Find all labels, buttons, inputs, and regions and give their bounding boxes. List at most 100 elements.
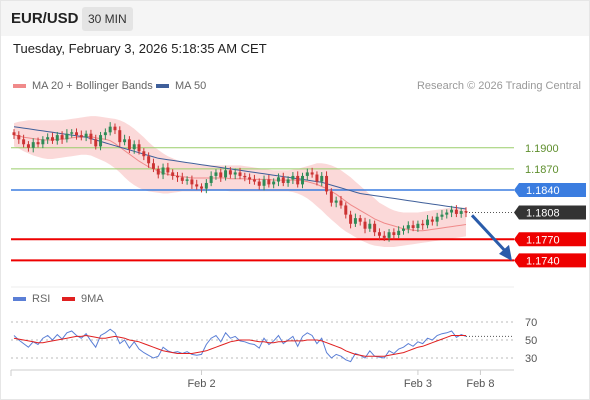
candle-body: [70, 132, 74, 134]
candle-body: [296, 175, 300, 185]
candle-body: [252, 179, 256, 182]
candle-body: [200, 186, 204, 189]
rsi-tick-label: 50: [525, 335, 537, 347]
candle-body: [50, 137, 54, 141]
candle-body: [79, 135, 83, 138]
candle-body: [22, 139, 26, 145]
candle-body: [397, 230, 401, 236]
candle-body: [36, 142, 40, 145]
support-label: 1.1740: [526, 255, 560, 267]
candle-body: [224, 170, 228, 178]
candle-body: [26, 144, 30, 148]
legend-label: 9MA: [81, 293, 104, 305]
candle-body: [94, 139, 98, 147]
support-tag: [514, 232, 586, 247]
x-tick-label: Feb 8: [466, 378, 494, 390]
candle-body: [195, 184, 199, 187]
candle-body: [440, 214, 444, 217]
candle-body: [329, 191, 333, 203]
candle-body: [233, 172, 237, 175]
legend-label: MA 20 + Bollinger Bands: [32, 80, 153, 92]
legend-swatch: [13, 84, 26, 89]
resistance-label: 1.1870: [525, 164, 559, 176]
candle-body: [55, 135, 59, 141]
candle-body: [368, 223, 372, 229]
last-price-label: 1.1808: [526, 208, 560, 220]
candle-body: [291, 175, 295, 180]
candle-body: [156, 168, 160, 175]
candle-body: [382, 235, 386, 238]
candle-body: [435, 216, 439, 222]
candle-body: [41, 139, 45, 145]
candle-body: [238, 172, 242, 176]
candle-body: [325, 175, 329, 192]
candle-body: [65, 133, 69, 140]
legend-swatch: [13, 297, 26, 302]
candle-body: [99, 135, 103, 147]
candle-body: [353, 218, 357, 224]
legend-label: MA 50: [175, 80, 207, 92]
candle-body: [305, 172, 309, 176]
candle-body: [276, 177, 280, 182]
candle-body: [113, 126, 117, 131]
candle-body: [267, 179, 271, 185]
candle-body: [171, 172, 175, 176]
candle-body: [315, 174, 319, 182]
candle-body: [166, 167, 170, 173]
legend-swatch: [156, 84, 169, 89]
candle-body: [214, 172, 218, 176]
x-tick-label: Feb 2: [187, 378, 215, 390]
candle-body: [31, 142, 35, 148]
legend-ma50: MA 50: [156, 80, 206, 92]
candle-body: [75, 132, 79, 136]
last-price-tag: [514, 205, 586, 220]
timeframe-badge[interactable]: 30 MIN: [82, 7, 133, 31]
candle-body: [301, 175, 305, 185]
pivot-label: 1.1840: [526, 185, 560, 197]
candle-body: [430, 219, 434, 222]
candle-body: [89, 133, 93, 140]
candle-body: [310, 172, 314, 175]
candle-body: [392, 232, 396, 236]
candle-body: [373, 223, 377, 233]
candle-body: [108, 126, 112, 133]
rsi-tick-label: 30: [525, 353, 537, 365]
candle-body: [416, 223, 420, 228]
candle-body: [286, 179, 290, 183]
candle-body: [204, 182, 208, 189]
candle-body: [464, 211, 468, 213]
candle-body: [344, 205, 348, 215]
rsi-tick-label: 70: [525, 317, 537, 329]
candle-body: [84, 133, 88, 138]
candle-body: [12, 132, 16, 136]
candle-body: [349, 214, 353, 224]
pivot-tag: [514, 183, 586, 197]
rsi-9ma-line: [13, 334, 466, 357]
candle-body: [454, 209, 458, 214]
candle-body: [387, 232, 391, 238]
candle-body: [151, 163, 155, 169]
candle-body: [272, 181, 276, 185]
candle-body: [60, 135, 64, 140]
legend-swatch: [62, 297, 75, 302]
legend-rsi: RSI: [13, 293, 50, 305]
credit-label: Research © 2026 Trading Central: [416, 80, 581, 92]
candle-body: [257, 181, 261, 186]
candle-body: [358, 218, 362, 222]
candle-body: [450, 209, 454, 213]
candle-body: [219, 172, 223, 178]
candle-body: [401, 228, 405, 231]
candle-body: [363, 221, 367, 229]
timestamp: Tuesday, February 3, 2026 5:18:35 AM CET: [13, 41, 267, 56]
candle-body: [17, 135, 21, 140]
candle-body: [411, 225, 415, 228]
candle-body: [103, 132, 107, 136]
candle-body: [281, 177, 285, 183]
forecast-arrow-shaft: [470, 214, 508, 253]
candle-body: [123, 139, 127, 143]
candle-body: [421, 223, 425, 226]
candle-body: [334, 200, 338, 203]
chart-header: EUR/USD 30 MIN: [0, 0, 590, 36]
candle-body: [132, 144, 136, 150]
